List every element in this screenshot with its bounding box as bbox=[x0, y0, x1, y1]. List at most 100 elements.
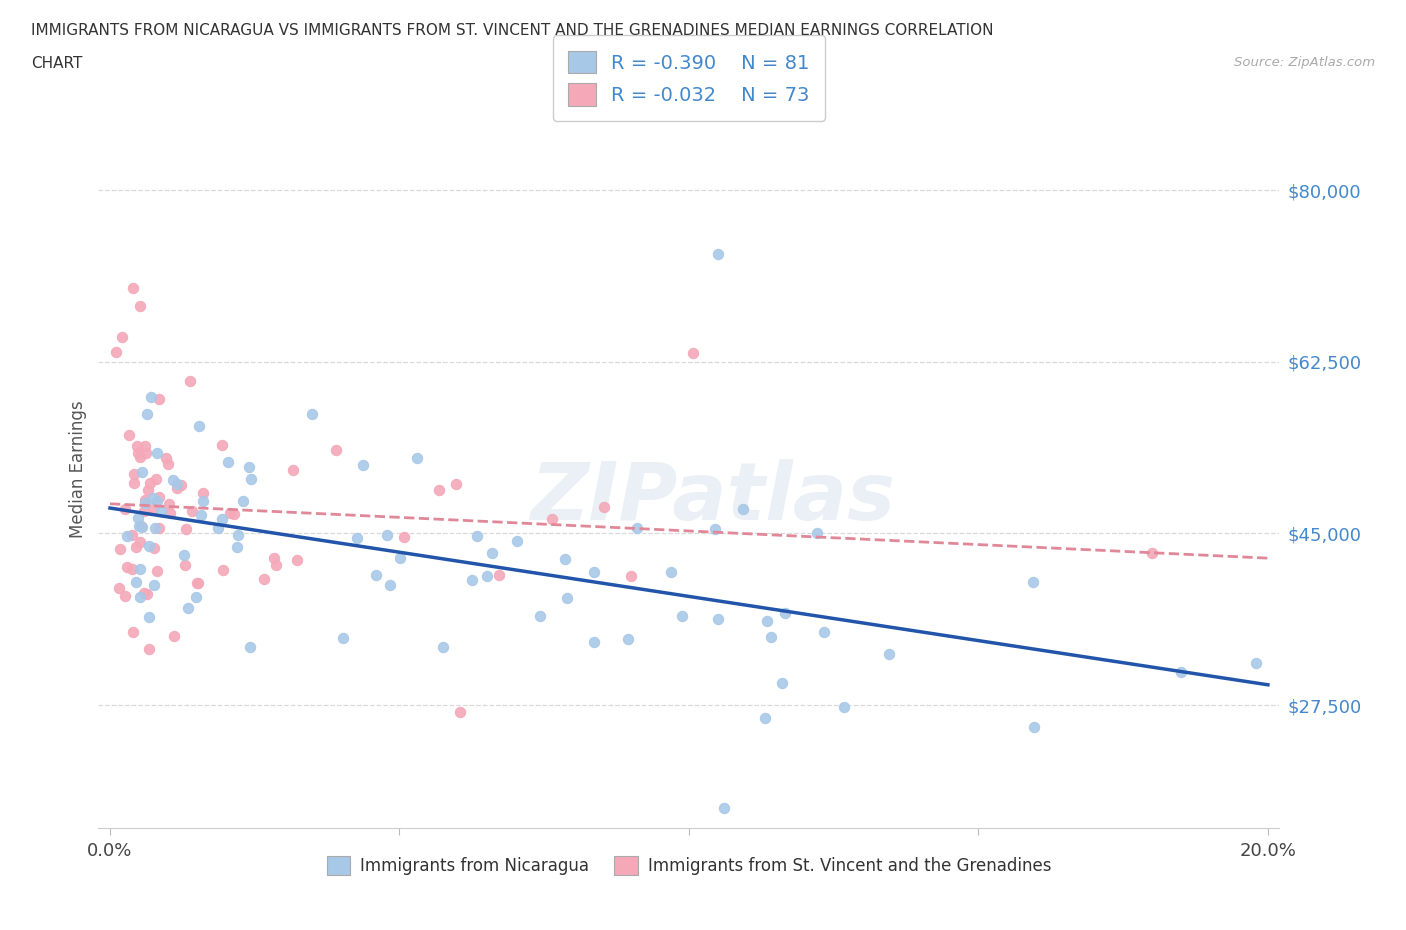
Point bbox=[134, 504, 156, 519]
Point bbox=[773, 605, 796, 620]
Point bbox=[239, 640, 262, 655]
Point bbox=[173, 548, 195, 563]
Point bbox=[671, 609, 693, 624]
Point bbox=[139, 475, 162, 490]
Point bbox=[128, 519, 150, 534]
Point bbox=[142, 491, 165, 506]
Point bbox=[174, 521, 197, 536]
Point bbox=[806, 525, 828, 540]
Point bbox=[583, 565, 606, 580]
Point bbox=[477, 568, 499, 583]
Point bbox=[129, 449, 152, 464]
Point bbox=[134, 439, 156, 454]
Point bbox=[754, 711, 776, 725]
Point bbox=[143, 540, 166, 555]
Point bbox=[592, 499, 614, 514]
Point bbox=[707, 246, 730, 261]
Point bbox=[378, 578, 401, 592]
Point bbox=[148, 392, 170, 406]
Point bbox=[186, 575, 208, 590]
Point bbox=[211, 512, 233, 526]
Point bbox=[394, 530, 416, 545]
Point bbox=[146, 493, 169, 508]
Point bbox=[1246, 656, 1268, 671]
Point bbox=[125, 539, 148, 554]
Point bbox=[117, 560, 139, 575]
Point bbox=[432, 640, 454, 655]
Point bbox=[224, 507, 246, 522]
Point bbox=[139, 390, 162, 405]
Text: IMMIGRANTS FROM NICARAGUA VS IMMIGRANTS FROM ST. VINCENT AND THE GRENADINES MEDI: IMMIGRANTS FROM NICARAGUA VS IMMIGRANTS … bbox=[31, 23, 994, 38]
Point bbox=[488, 567, 510, 582]
Point bbox=[114, 589, 136, 604]
Point bbox=[225, 539, 247, 554]
Point bbox=[181, 504, 204, 519]
Point bbox=[129, 519, 152, 534]
Point bbox=[352, 458, 374, 472]
Point bbox=[162, 473, 184, 488]
Point bbox=[541, 512, 564, 526]
Point bbox=[217, 455, 239, 470]
Point bbox=[136, 586, 159, 601]
Point bbox=[148, 489, 170, 504]
Point bbox=[138, 538, 160, 553]
Point bbox=[1170, 664, 1192, 679]
Point bbox=[301, 406, 323, 421]
Point bbox=[461, 573, 484, 588]
Point bbox=[131, 520, 153, 535]
Point bbox=[659, 565, 682, 579]
Point bbox=[134, 585, 156, 600]
Point bbox=[104, 344, 127, 359]
Point bbox=[1022, 575, 1045, 590]
Point bbox=[142, 501, 165, 516]
Point bbox=[1140, 546, 1163, 561]
Point bbox=[121, 527, 143, 542]
Point bbox=[190, 508, 212, 523]
Point bbox=[191, 494, 214, 509]
Point bbox=[121, 625, 143, 640]
Point bbox=[212, 563, 235, 578]
Point bbox=[122, 476, 145, 491]
Point bbox=[146, 564, 169, 578]
Point bbox=[207, 520, 229, 535]
Point bbox=[191, 485, 214, 500]
Point bbox=[506, 534, 529, 549]
Point bbox=[174, 558, 197, 573]
Point bbox=[128, 299, 150, 313]
Point bbox=[122, 281, 145, 296]
Text: ZIPatlas: ZIPatlas bbox=[530, 459, 896, 538]
Point bbox=[1022, 720, 1045, 735]
Point bbox=[211, 437, 233, 452]
Point bbox=[626, 521, 648, 536]
Point bbox=[555, 591, 578, 605]
Point bbox=[134, 493, 156, 508]
Point bbox=[616, 631, 638, 646]
Point bbox=[156, 457, 179, 472]
Point bbox=[375, 527, 398, 542]
Point bbox=[163, 628, 186, 643]
Point bbox=[177, 600, 200, 615]
Point bbox=[179, 374, 201, 389]
Point bbox=[166, 481, 188, 496]
Point bbox=[129, 535, 152, 550]
Point bbox=[128, 562, 150, 577]
Point bbox=[108, 581, 131, 596]
Point bbox=[582, 634, 605, 649]
Point bbox=[187, 575, 209, 590]
Point bbox=[707, 611, 730, 626]
Point bbox=[157, 497, 180, 512]
Point bbox=[127, 445, 149, 460]
Point bbox=[554, 551, 576, 566]
Point bbox=[529, 609, 551, 624]
Point bbox=[682, 346, 704, 361]
Point bbox=[131, 465, 153, 480]
Point bbox=[121, 562, 143, 577]
Text: Source: ZipAtlas.com: Source: ZipAtlas.com bbox=[1234, 56, 1375, 69]
Point bbox=[159, 505, 181, 520]
Point bbox=[118, 428, 141, 443]
Point bbox=[325, 443, 347, 458]
Point bbox=[405, 451, 427, 466]
Point bbox=[761, 630, 783, 644]
Point bbox=[713, 801, 735, 816]
Point bbox=[756, 614, 779, 629]
